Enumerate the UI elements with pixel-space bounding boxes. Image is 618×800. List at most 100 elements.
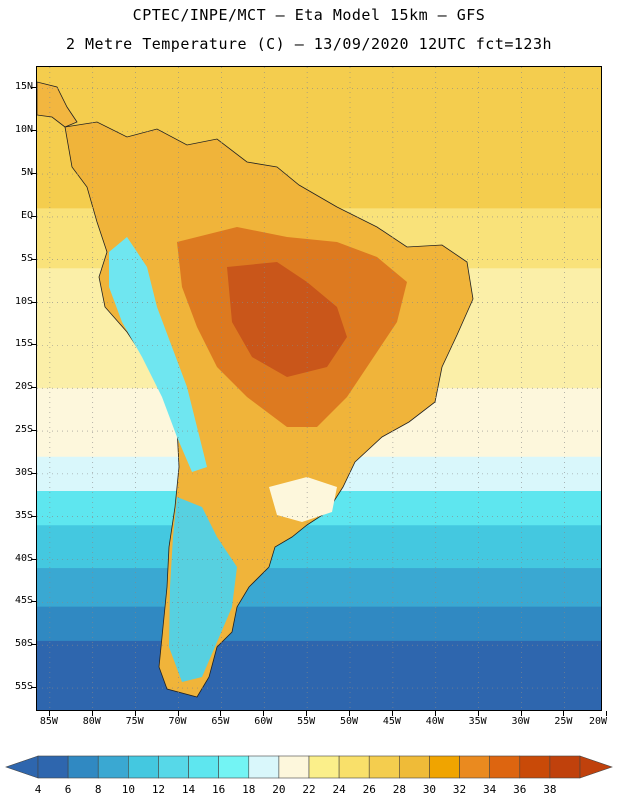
lon-label: 25W: [554, 716, 573, 727]
andes-cool-strip: [109, 237, 207, 472]
lon-label: 50W: [339, 716, 359, 727]
lon-tick: [477, 711, 479, 716]
ocean-band-7: [37, 568, 601, 608]
colorbar-label: 6: [64, 783, 72, 796]
lat-tick: [31, 687, 36, 689]
lon-tick: [220, 711, 222, 716]
colorbar-swatch: [519, 755, 551, 779]
lat-tick: [31, 387, 36, 389]
lon-tick: [91, 711, 93, 716]
lat-label: 40S: [14, 552, 33, 564]
colorbar-label: 28: [392, 783, 406, 796]
lat-tick: [31, 515, 36, 517]
lon-tick: [520, 711, 522, 716]
lon-label: 35W: [468, 716, 487, 727]
lat-label: 55S: [14, 681, 33, 693]
color-scale-bar: [5, 755, 613, 779]
colorbar-label: 32: [452, 783, 467, 796]
colorbar-label: 34: [483, 783, 497, 796]
lat-tick: [31, 601, 36, 603]
colorbar-swatch: [248, 755, 280, 779]
lat-tick: [31, 430, 36, 432]
lat-label: 50S: [14, 638, 33, 650]
lon-tick: [391, 711, 393, 716]
colorbar-label: 18: [242, 783, 256, 796]
colorbar-label: 20: [272, 783, 286, 796]
colorbar-label: 38: [543, 783, 557, 796]
lon-tick: [263, 711, 265, 716]
temperature-map: [36, 66, 602, 711]
lat-tick: [31, 173, 36, 175]
lon-tick: [306, 711, 308, 716]
colorbar-label: 30: [422, 783, 437, 796]
lon-tick: [563, 711, 565, 716]
colorbar-label: 10: [121, 783, 135, 796]
colorbar-swatch: [549, 755, 581, 779]
colorbar-label: 36: [513, 783, 527, 796]
lon-label: 80W: [82, 716, 101, 727]
uruguay-mild-region: [269, 477, 337, 522]
lon-tick: [48, 711, 50, 716]
lat-tick: [31, 644, 36, 646]
lat-label: 20S: [14, 381, 33, 393]
lon-label: 55W: [297, 716, 316, 727]
lat-tick: [31, 87, 36, 89]
lat-tick: [31, 258, 36, 260]
lon-label: 60W: [254, 716, 273, 727]
colorbar-label: 22: [302, 783, 316, 796]
colorbar-label: 8: [94, 783, 102, 796]
colorbar-label: 14: [181, 783, 196, 796]
colorbar-swatch: [368, 755, 400, 779]
ocean-band-8: [37, 606, 601, 642]
colorbar-swatch: [37, 755, 69, 779]
lat-label: 30S: [14, 466, 33, 478]
colorbar-swatch: [399, 755, 430, 779]
colorbar-label: 24: [332, 783, 346, 796]
colorbar-arrow-low: [5, 755, 39, 779]
map-subtitle: 2 Metre Temperature (C) – 13/09/2020 12U…: [65, 35, 553, 53]
colorbar-swatch: [128, 755, 159, 779]
colorbar-label: 12: [151, 783, 166, 796]
lat-label: 5S: [20, 252, 33, 264]
lat-label: 10N: [14, 124, 33, 136]
colorbar-swatch: [489, 755, 521, 779]
hottest-core-region: [227, 262, 347, 377]
colorbar-label: 4: [34, 783, 42, 796]
lat-tick: [31, 472, 36, 474]
lon-tick: [606, 711, 608, 716]
colorbar-swatch: [158, 755, 189, 779]
lon-label: 65W: [211, 716, 230, 727]
lon-tick: [349, 711, 350, 716]
lat-tick: [31, 344, 36, 346]
lat-tick: [31, 301, 36, 303]
lon-label: 30W: [511, 716, 530, 727]
lat-label: 25S: [14, 424, 33, 436]
lat-tick: [31, 215, 36, 217]
colorbar-swatch: [188, 755, 219, 779]
ocean-band-6: [37, 525, 601, 570]
lon-label: 20W: [588, 716, 608, 727]
central-america-land: [37, 81, 78, 128]
lon-tick: [177, 711, 179, 716]
colorbar-swatch: [218, 755, 250, 779]
lat-label: 45S: [14, 595, 33, 607]
lon-tick: [434, 711, 436, 716]
lat-tick: [31, 130, 36, 132]
patagonia-cool-region: [169, 497, 237, 682]
lon-label: 85W: [39, 716, 58, 727]
lat-label: 5N: [20, 167, 33, 179]
colorbar-swatch: [278, 755, 310, 779]
lat-label: 35S: [14, 509, 33, 521]
map-title: CPTEC/INPE/MCT – Eta Model 15km – GFS: [132, 6, 486, 24]
colorbar-swatch: [67, 755, 99, 779]
colorbar-label: 26: [362, 783, 376, 796]
colorbar-label: 16: [212, 783, 226, 796]
lat-label: 15S: [14, 338, 33, 350]
lon-label: 70W: [168, 716, 187, 727]
lon-label: 40W: [425, 716, 444, 727]
lon-label: 45W: [382, 716, 401, 727]
lon-label: 75W: [125, 716, 144, 727]
lat-tick: [31, 558, 36, 560]
lat-label: 15N: [14, 81, 33, 93]
lat-label: 10S: [14, 295, 33, 307]
